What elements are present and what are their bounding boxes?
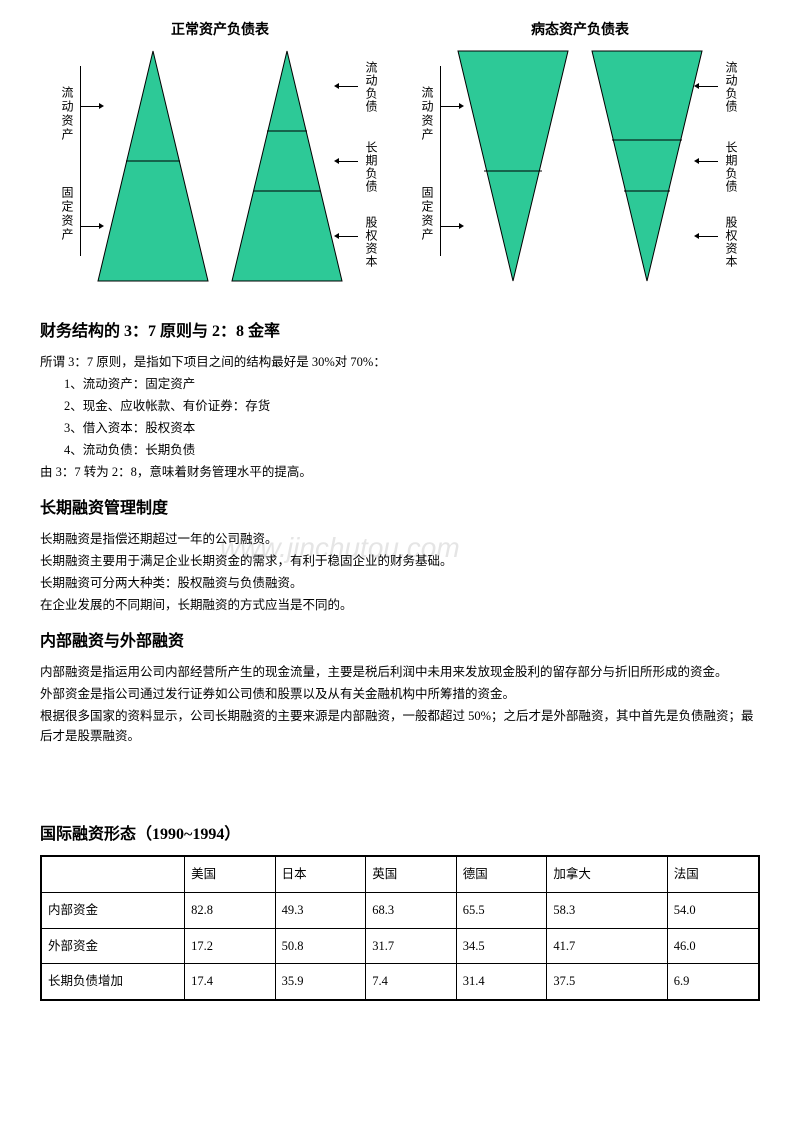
diagram1-shapes: 流动资产 固定资产 流动负债 长期负债 股权资本 [50,46,390,286]
arrow [80,106,100,107]
table-header-row: 美国 日本 英国 德国 加拿大 法国 [41,856,759,892]
table-col: 日本 [282,867,307,881]
table-col: 德国 [463,867,488,881]
diagram1-title: 正常资产负债表 [50,20,390,41]
arrow [338,161,358,162]
section1-item: 2、现金、应收帐款、有价证券：存货 [40,396,760,416]
table-cell: 46.0 [674,939,696,953]
diagram2-right-col: 流动负债 长期负债 股权资本 [582,46,712,286]
table-cell: 31.7 [372,939,394,953]
table-cell: 65.5 [463,903,485,917]
section1-intro: 所谓 3：7 原则，是指如下项目之间的结构最好是 30%对 70%： [40,352,760,372]
triangle-down-right [582,46,712,286]
table-cell: 68.3 [372,903,394,917]
section2-line: 长期融资可分两大种类：股权融资与负债融资。 [40,573,760,593]
v-line [80,66,81,256]
diagram-row: 正常资产负债表 流动资产 固定资产 [40,20,760,300]
section2-wrap: www.jinchutou.com 长期融资管理制度 长期融资是指偿还期超过一年… [40,497,760,615]
diagram1-left-col: 流动资产 固定资产 [88,46,218,286]
arrow [698,161,718,162]
section1-item: 3、借入资本：股权资本 [40,418,760,438]
arrow [698,86,718,87]
table-cell: 长期负债增加 [48,974,123,988]
diagram2-left-col: 流动资产 固定资产 [448,46,578,286]
table-col: 加拿大 [553,867,591,881]
v-line [440,66,441,256]
table-cell: 35.9 [282,974,304,988]
table-cell: 31.4 [463,974,485,988]
diagram2-title: 病态资产负债表 [410,20,750,41]
section3-title: 内部融资与外部融资 [40,630,760,654]
label-left-top: 流动资产 [58,86,76,142]
label-left-top: 流动资产 [418,86,436,142]
triangle-up-right [222,46,352,286]
table-cell: 41.7 [553,939,575,953]
table-cell: 82.8 [191,903,213,917]
arrow [698,236,718,237]
section1-footer: 由 3：7 转为 2：8，意味着财务管理水平的提高。 [40,462,760,482]
table-row: 长期负债增加 17.4 35.9 7.4 31.4 37.5 6.9 [41,964,759,1000]
table-col: 英国 [372,867,397,881]
table-cell: 49.3 [282,903,304,917]
spacer [40,748,760,808]
arrow [338,86,358,87]
section3-line: 外部资金是指公司通过发行证券如公司债和股票以及从有关金融机构中所筹措的资金。 [40,684,760,704]
section2-line: 长期融资是指偿还期超过一年的公司融资。 [40,529,760,549]
triangle-down-left [448,46,578,286]
table-cell: 外部资金 [48,939,98,953]
section3-line: 根据很多国家的资料显示，公司长期融资的主要来源是内部融资，一般都超过 50%；之… [40,706,760,746]
triangle-up-left [88,46,218,286]
table-cell: 7.4 [372,974,388,988]
label-right-top: 流动负债 [722,61,740,113]
table-cell: 50.8 [282,939,304,953]
section2-line: 在企业发展的不同期间，长期融资的方式应当是不同的。 [40,595,760,615]
section1-title: 财务结构的 3：7 原则与 2：8 金率 [40,320,760,344]
diagram1-right-col: 流动负债 长期负债 股权资本 [222,46,352,286]
arrow [338,236,358,237]
table-col: 法国 [674,867,699,881]
label-right-top: 流动负债 [362,61,380,113]
section2-line: 长期融资主要用于满足企业长期资金的需求，有利于稳固企业的财务基础。 [40,551,760,571]
table-title: 国际融资形态（1990~1994） [40,823,760,847]
diagram-pathological: 病态资产负债表 流动资产 固定资产 流动负债 长 [410,20,750,300]
label-left-bottom: 固定资产 [58,186,76,242]
arrow [440,226,460,227]
section1-item: 4、流动负债：长期负债 [40,440,760,460]
label-right-bottom: 股权资本 [362,216,380,268]
label-left-bottom: 固定资产 [418,186,436,242]
diagram2-shapes: 流动资产 固定资产 流动负债 长期负债 股权资本 [410,46,750,286]
table-cell: 内部资金 [48,903,98,917]
section2-title: 长期融资管理制度 [40,497,760,521]
table-row: 外部资金 17.2 50.8 31.7 34.5 41.7 46.0 [41,928,759,964]
table-col: 美国 [191,867,216,881]
label-right-mid: 长期负债 [362,141,380,193]
table-cell: 34.5 [463,939,485,953]
section3-line: 内部融资是指运用公司内部经营所产生的现金流量，主要是税后利润中未用来发放现金股利… [40,662,760,682]
table-row: 内部资金 82.8 49.3 68.3 65.5 58.3 54.0 [41,892,759,928]
table-cell: 37.5 [553,974,575,988]
label-right-mid: 长期负债 [722,141,740,193]
arrow [80,226,100,227]
section1-item: 1、流动资产：固定资产 [40,374,760,394]
table-cell: 17.2 [191,939,213,953]
diagram-normal: 正常资产负债表 流动资产 固定资产 [50,20,390,300]
table-cell: 6.9 [674,974,690,988]
label-right-bottom: 股权资本 [722,216,740,268]
table-cell: 17.4 [191,974,213,988]
financing-table: 美国 日本 英国 德国 加拿大 法国 内部资金 82.8 49.3 68.3 6… [40,855,760,1001]
arrow [440,106,460,107]
table-cell: 54.0 [674,903,696,917]
table-cell: 58.3 [553,903,575,917]
